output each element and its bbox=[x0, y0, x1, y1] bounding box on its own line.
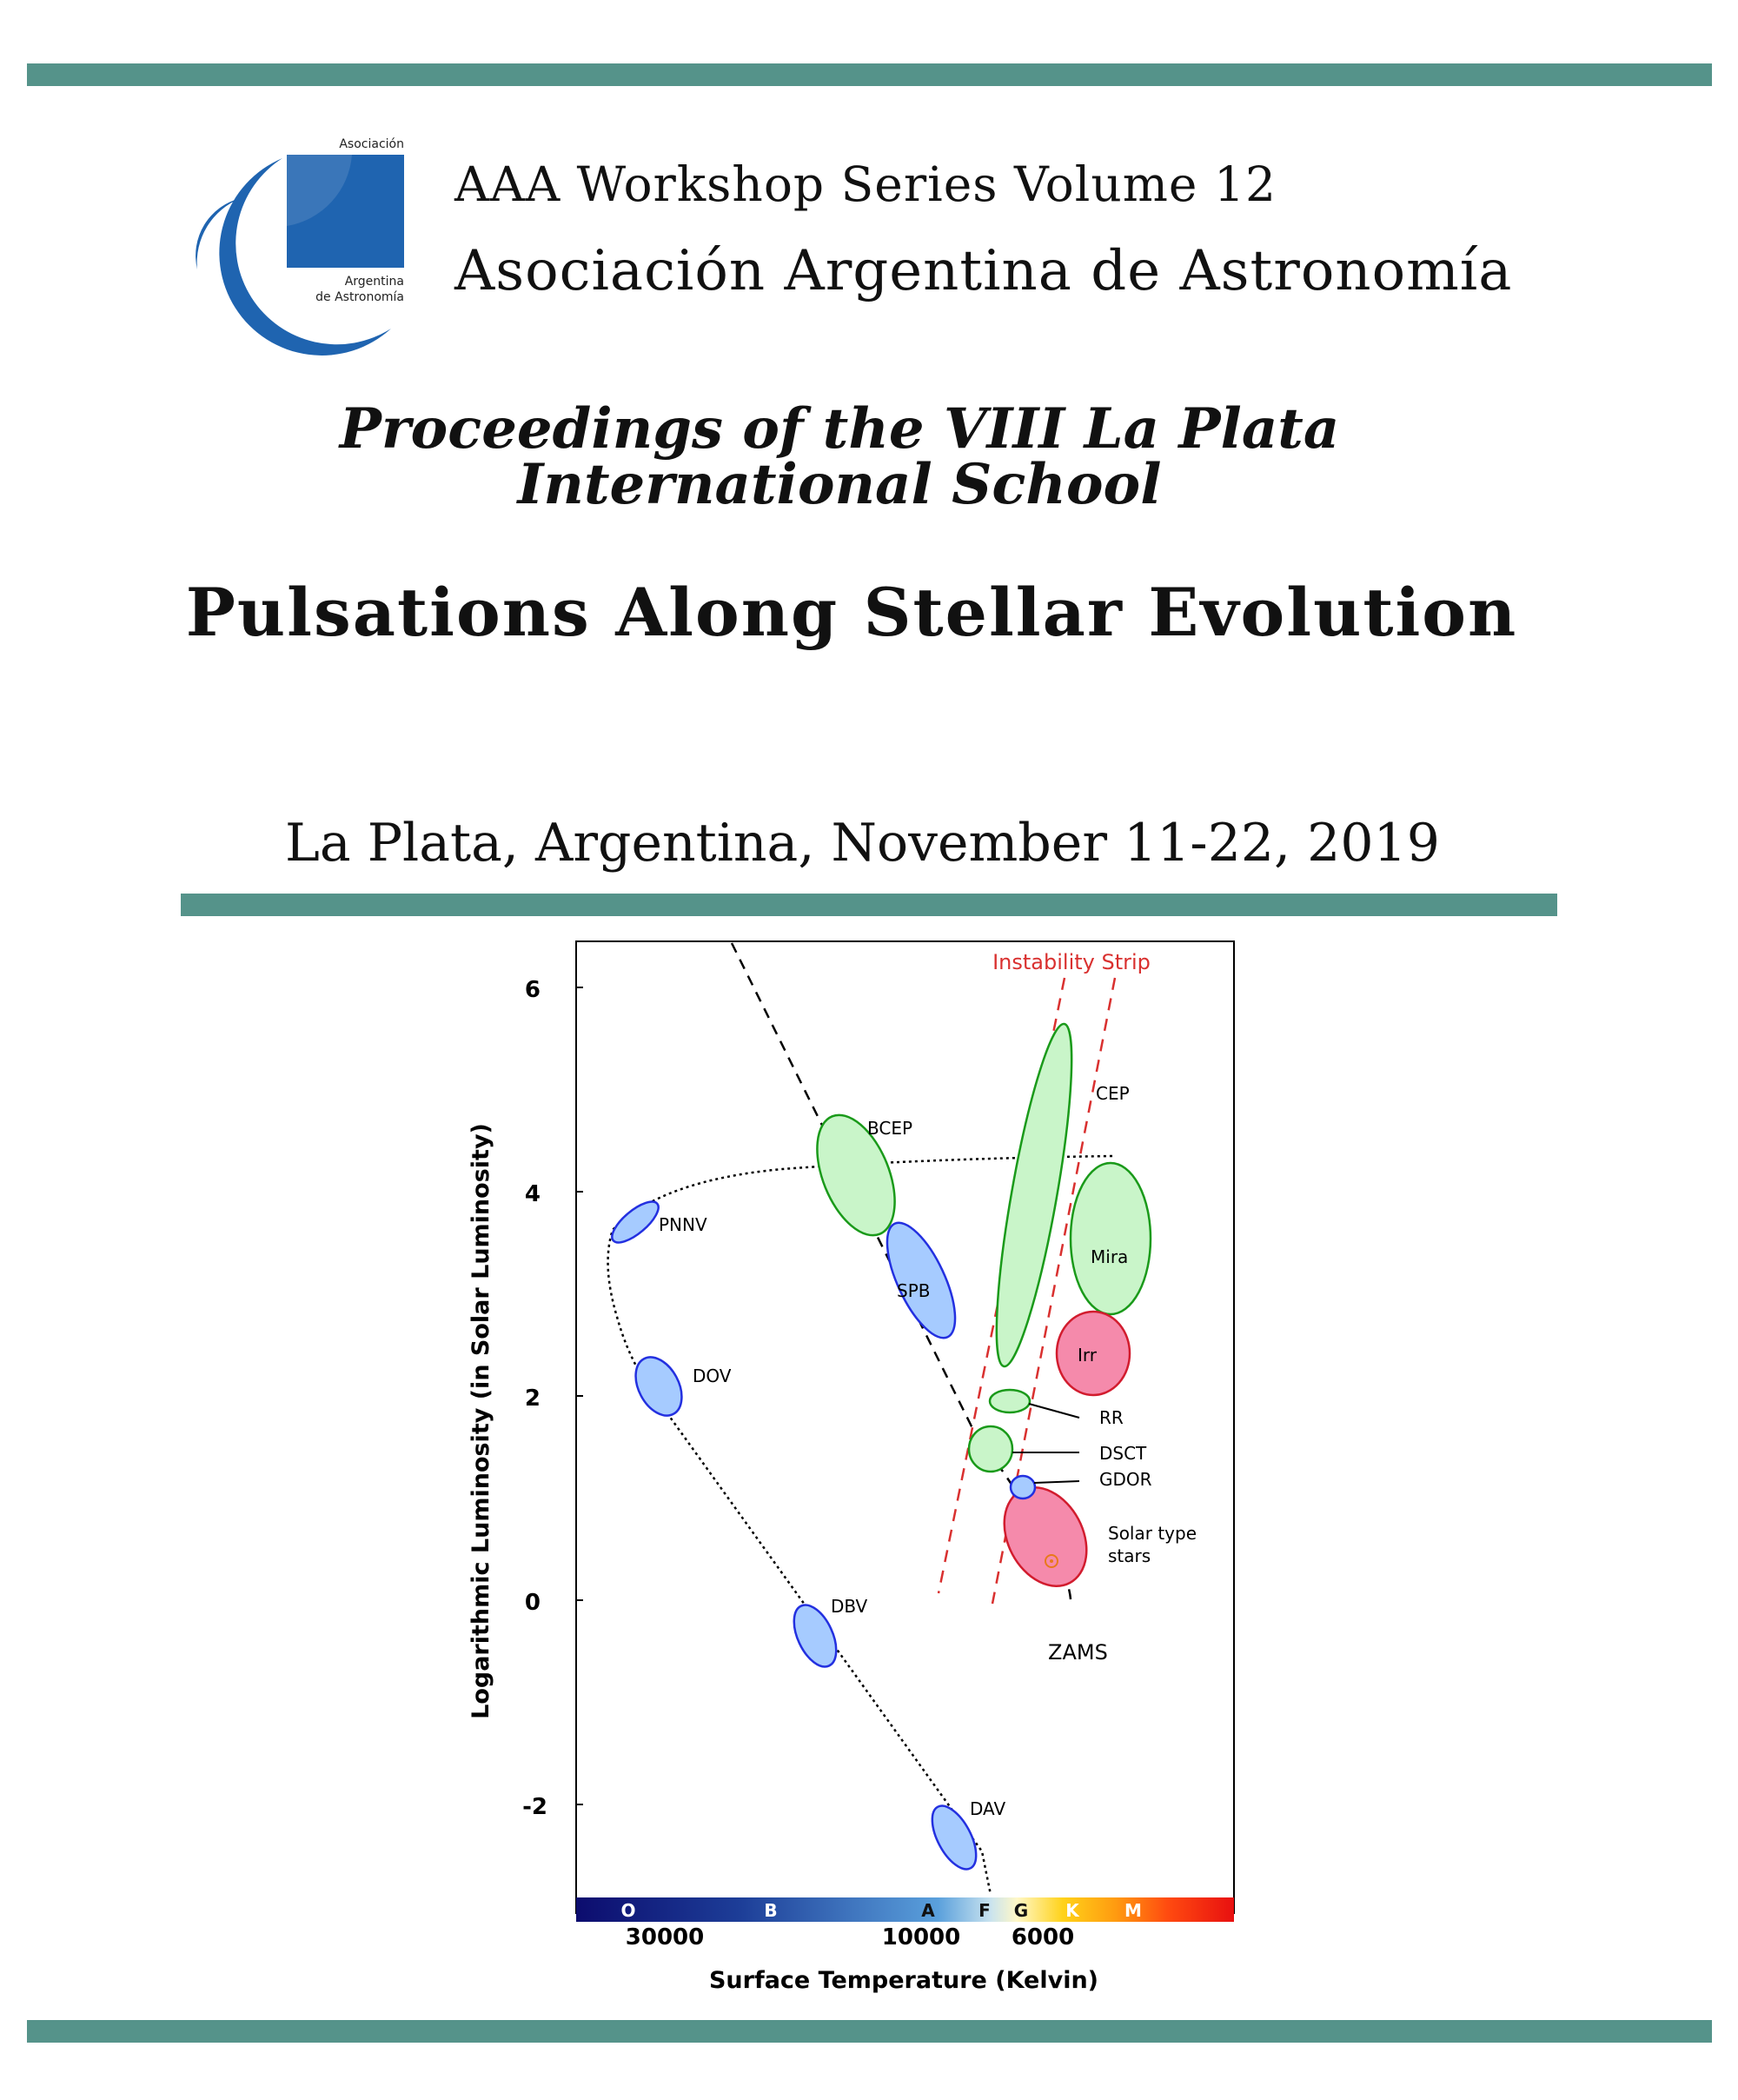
sun-symbol-dot bbox=[1050, 1559, 1053, 1563]
x-tick-label: 10000 bbox=[882, 1924, 960, 1950]
y-tick-label: 2 bbox=[525, 1386, 541, 1412]
region-dav bbox=[931, 1804, 978, 1871]
logo-text-bottom: de Astronomía bbox=[315, 290, 404, 304]
region-label: DOV bbox=[693, 1366, 732, 1386]
region-label: DSCT bbox=[1099, 1443, 1147, 1464]
logo-text-top: Asociación bbox=[339, 137, 404, 151]
bottom-rule bbox=[27, 2020, 1712, 2043]
spectral-class-label: K bbox=[1065, 1900, 1080, 1921]
proceedings-title: Proceedings of the VIII La Plata Interna… bbox=[0, 402, 1738, 513]
spectral-class-label: F bbox=[978, 1900, 991, 1921]
spectral-class-label: B bbox=[764, 1900, 777, 1921]
x-axis-label: Surface Temperature (Kelvin) bbox=[709, 1967, 1098, 1994]
hr-diagram: 6 4 2 0 -2 Logarithmic Luminosity (in So… bbox=[468, 940, 1235, 1994]
y-tick-label: 0 bbox=[525, 1590, 541, 1616]
y-tick-label: 4 bbox=[525, 1181, 541, 1207]
middle-rule bbox=[181, 894, 1557, 916]
y-tick-label: 6 bbox=[525, 977, 541, 1003]
proceedings-line-1: Proceedings of the VIII La Plata bbox=[339, 396, 1340, 462]
region-spb bbox=[886, 1221, 957, 1339]
x-tick-label: 30000 bbox=[626, 1924, 704, 1950]
spectral-class-label: O bbox=[620, 1900, 635, 1921]
region-label: Mira bbox=[1091, 1246, 1128, 1267]
place-date: La Plata, Argentina, November 11-22, 201… bbox=[285, 813, 1440, 874]
region-dov bbox=[634, 1356, 683, 1417]
top-rule bbox=[27, 63, 1712, 86]
region-label: BCEP bbox=[867, 1118, 912, 1139]
region-irr bbox=[1055, 1310, 1131, 1397]
region-pnnv bbox=[611, 1200, 660, 1244]
region-label: RR bbox=[1099, 1407, 1124, 1428]
x-tick-label: 6000 bbox=[1012, 1924, 1074, 1950]
region-mira bbox=[1069, 1161, 1152, 1316]
y-tick-label: -2 bbox=[522, 1794, 547, 1820]
region-cep bbox=[995, 1022, 1073, 1368]
region-gdor bbox=[1009, 1474, 1037, 1500]
region-label: DBV bbox=[831, 1596, 868, 1617]
region-bcep bbox=[816, 1113, 896, 1237]
spectral-class-label: M bbox=[1124, 1900, 1142, 1921]
region-label: Irr bbox=[1078, 1345, 1098, 1366]
instability-strip-label: Instability Strip bbox=[992, 950, 1151, 974]
society-line: Asociación Argentina de Astronomía bbox=[454, 239, 1513, 303]
region-label: CEP bbox=[1096, 1083, 1130, 1104]
region-label: DAV bbox=[970, 1798, 1005, 1819]
aaa-logo: Asociación Argentina de Astronomía bbox=[196, 137, 404, 356]
plot-frame bbox=[575, 940, 1235, 1914]
region-dbv bbox=[793, 1604, 838, 1668]
spectral-class-label: G bbox=[1014, 1900, 1028, 1921]
leader-gdor bbox=[1033, 1480, 1080, 1484]
y-ticks bbox=[576, 987, 583, 1805]
zams-label: ZAMS bbox=[1048, 1640, 1108, 1665]
series-line: AAA Workshop Series Volume 12 bbox=[454, 156, 1277, 212]
y-axis-label: Logarithmic Luminosity (in Solar Luminos… bbox=[468, 1123, 494, 1719]
region-solar-type bbox=[1003, 1486, 1088, 1587]
main-title: Pulsations Along Stellar Evolution bbox=[185, 574, 1518, 651]
proceedings-line-2: International School bbox=[517, 452, 1162, 517]
logo-text-mid: Argentina bbox=[345, 275, 404, 289]
spectral-class-label: A bbox=[921, 1900, 935, 1921]
region-dsct bbox=[967, 1425, 1014, 1473]
region-label: PNNV bbox=[659, 1214, 707, 1235]
region-label: SPB bbox=[897, 1280, 930, 1301]
region-rr bbox=[988, 1388, 1032, 1414]
sun-symbol bbox=[1045, 1554, 1058, 1568]
region-label: stars bbox=[1108, 1545, 1151, 1566]
leader-rr bbox=[1028, 1403, 1080, 1419]
spectral-color-bar bbox=[576, 1897, 1234, 1922]
region-label: GDOR bbox=[1099, 1469, 1152, 1490]
region-label: Solar type bbox=[1108, 1523, 1197, 1544]
